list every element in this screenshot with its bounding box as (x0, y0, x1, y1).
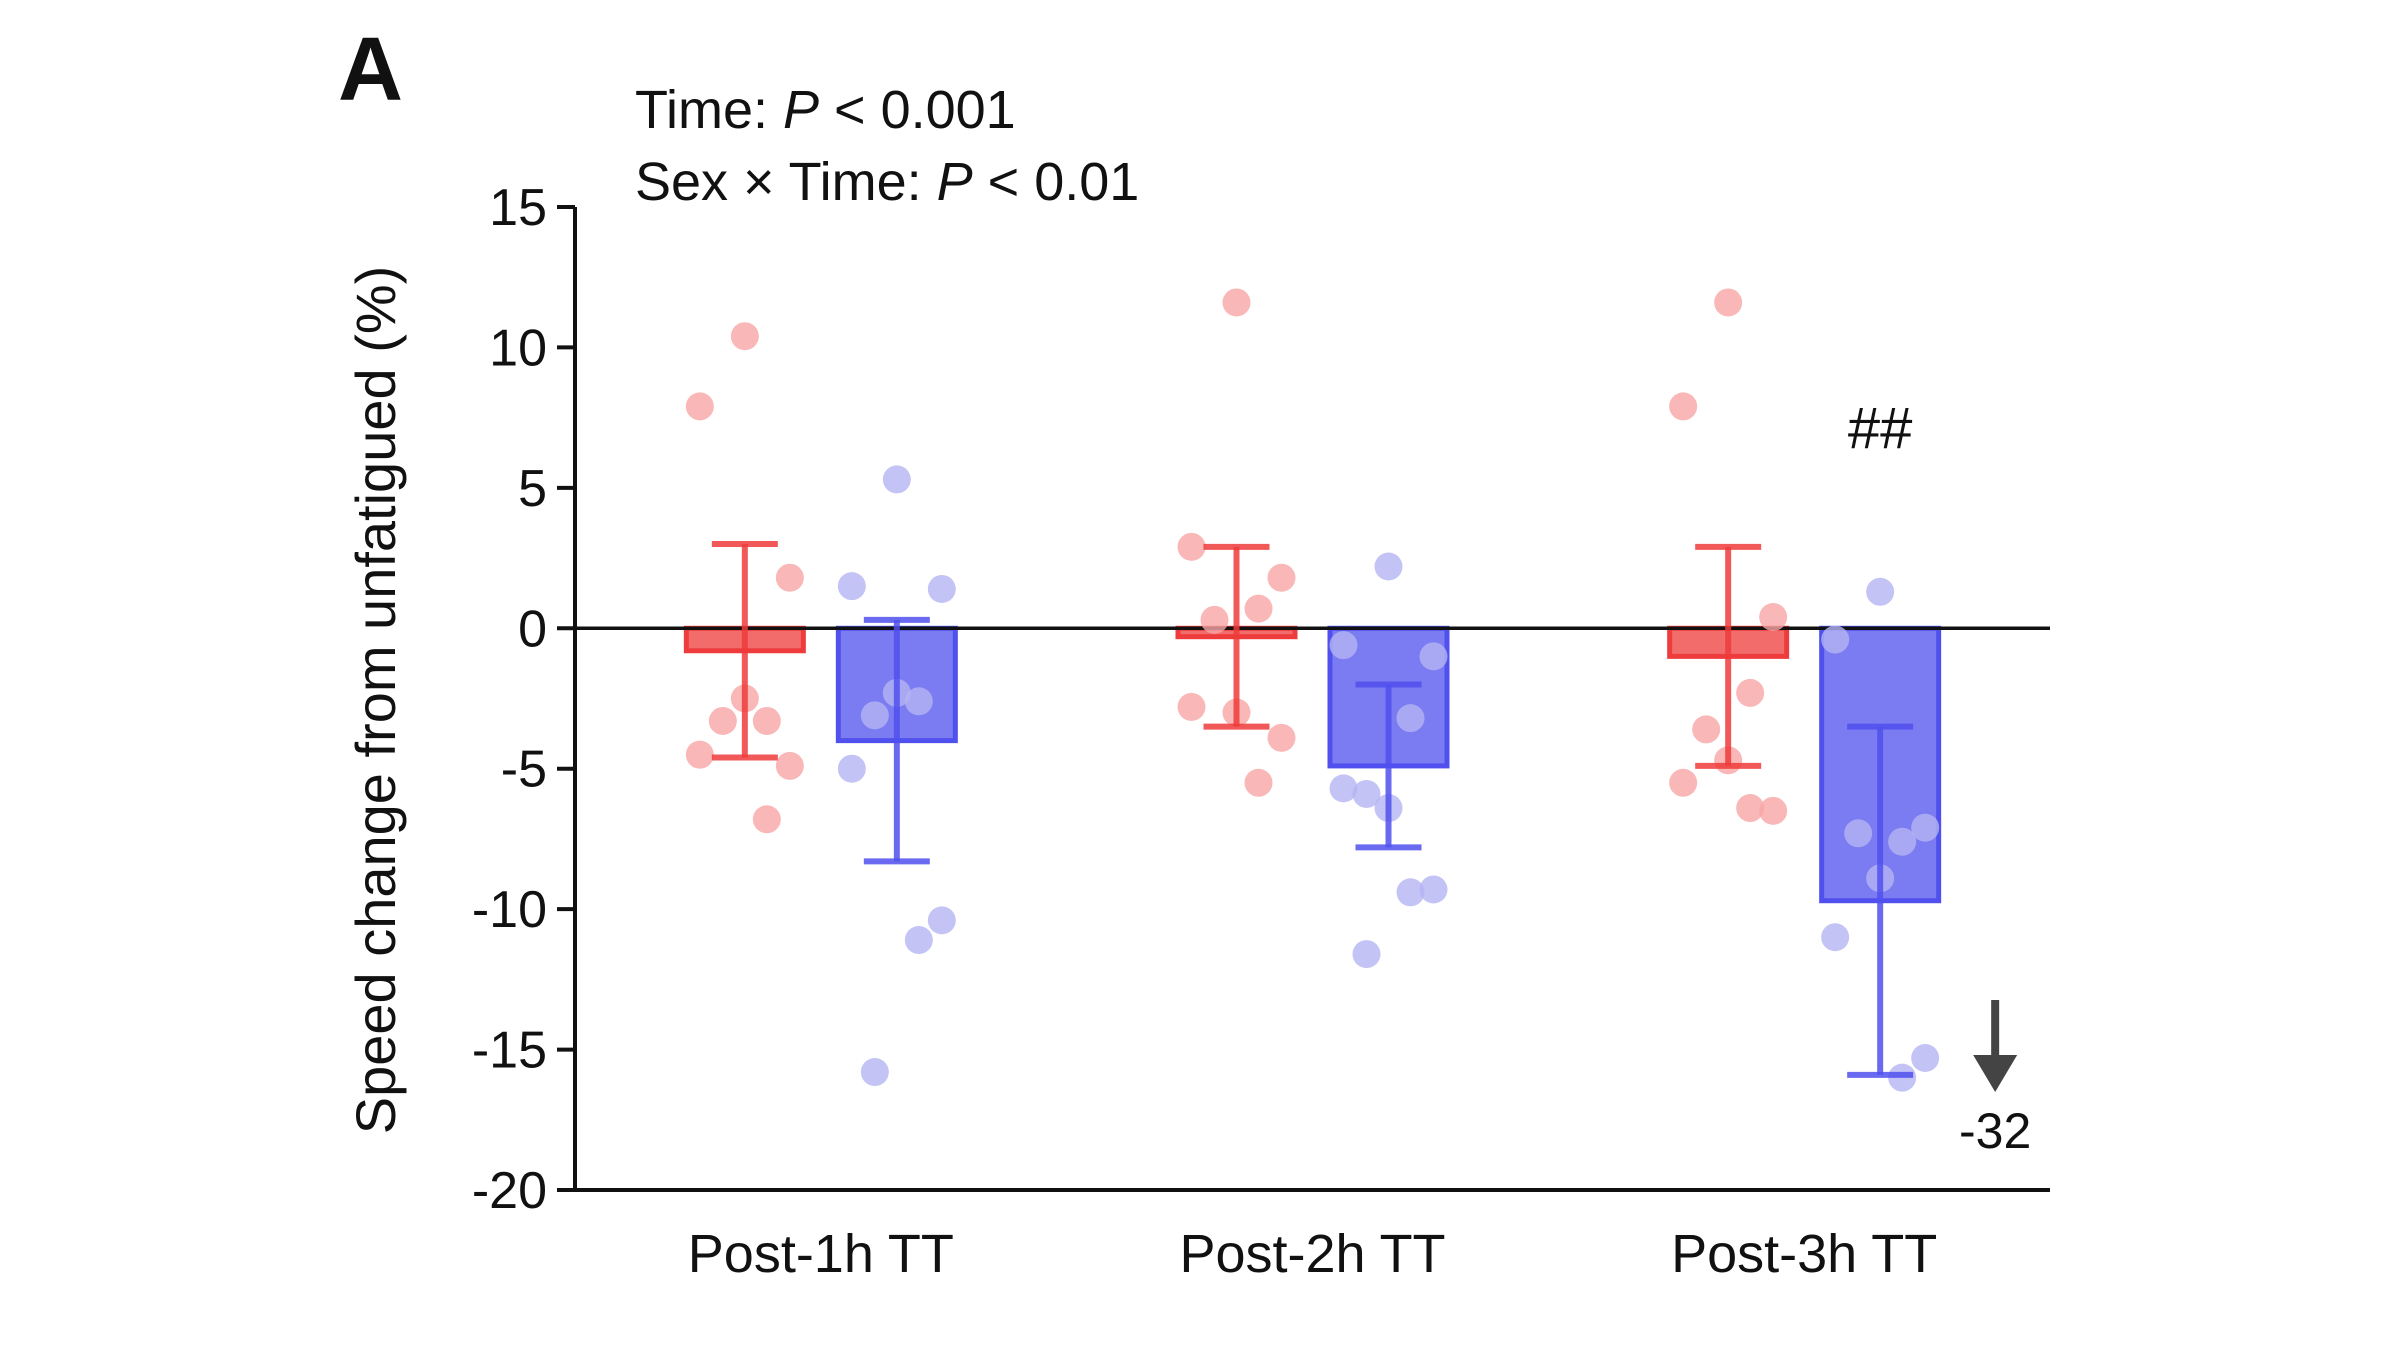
error-bar (1695, 543, 1762, 769)
data-point (1759, 603, 1788, 632)
stat-part: < 0.01 (973, 152, 1140, 212)
stat-annotation: Time: P < 0.001 (635, 80, 1016, 140)
data-point (1419, 642, 1448, 671)
data-point (882, 465, 911, 494)
y-tick-label: -15 (472, 1022, 547, 1080)
data-point (860, 1058, 889, 1087)
stat-annotation: Sex × Time: P < 0.01 (635, 152, 1139, 212)
data-point (860, 701, 889, 730)
panel-label: A (338, 20, 403, 120)
data-point (775, 751, 804, 780)
data-point (1267, 723, 1296, 752)
data-point (1866, 577, 1895, 606)
data-point (708, 706, 737, 735)
y-tick-label: -10 (472, 881, 547, 939)
data-point (1374, 552, 1403, 581)
data-point (1669, 768, 1698, 797)
data-point (904, 926, 933, 955)
y-axis-label: Speed change from unfatigued (%) (344, 266, 407, 1135)
y-tick-label: -5 (501, 741, 547, 799)
data-point (1669, 392, 1698, 421)
significance-label: ## (1848, 396, 1913, 461)
data-point (1396, 704, 1425, 733)
data-point (927, 574, 956, 603)
data-point (1200, 605, 1229, 634)
error-bar (711, 541, 778, 761)
x-tick-label: Post-3h TT (1671, 1224, 1937, 1284)
x-tick-label: Post-1h TT (688, 1224, 954, 1284)
data-point (685, 392, 714, 421)
error-bar (1355, 681, 1422, 851)
y-tick-label: 10 (489, 319, 547, 377)
data-point (730, 322, 759, 351)
y-tick-label: 0 (518, 600, 547, 658)
offscale-arrowhead (1973, 1055, 2018, 1092)
data-point (1888, 827, 1917, 856)
y-tick-label: 5 (518, 460, 547, 518)
y-tick-label: 15 (489, 179, 547, 237)
data-point (1714, 288, 1743, 317)
data-point (1911, 1043, 1940, 1072)
data-point (1267, 563, 1296, 592)
data-point (1911, 813, 1940, 842)
data-point (1692, 715, 1721, 744)
offscale-label: -32 (1959, 1103, 2031, 1159)
data-point (1736, 678, 1765, 707)
data-point (685, 740, 714, 769)
data-point (1821, 923, 1850, 952)
data-point (1352, 940, 1381, 969)
data-point (1759, 796, 1788, 825)
data-point (1396, 878, 1425, 907)
data-point (927, 906, 956, 935)
data-point (904, 687, 933, 716)
stat-part: P (937, 152, 973, 212)
data-point (1736, 794, 1765, 823)
data-point (1419, 875, 1448, 904)
data-point (1329, 774, 1358, 803)
data-point (1329, 631, 1358, 660)
stat-part: < 0.001 (819, 80, 1016, 140)
stat-part: Sex × Time: (635, 152, 937, 212)
data-point (775, 563, 804, 592)
data-point (1844, 819, 1873, 848)
data-point (837, 572, 866, 601)
data-point (1222, 288, 1251, 317)
data-point (1177, 692, 1206, 721)
data-point (1244, 594, 1273, 623)
data-point (752, 805, 781, 834)
data-point (1352, 779, 1381, 808)
data-point (1177, 532, 1206, 561)
error-bar (863, 616, 930, 865)
stat-part: Time: (635, 80, 783, 140)
stat-part: P (783, 80, 819, 140)
error-bar (1847, 723, 1914, 1078)
data-point (1821, 625, 1850, 654)
data-point (837, 754, 866, 783)
data-point (752, 706, 781, 735)
x-tick-label: Post-2h TT (1179, 1224, 1445, 1284)
data-point (1244, 768, 1273, 797)
y-tick-label: -20 (472, 1162, 547, 1220)
error-bar (1203, 543, 1270, 730)
